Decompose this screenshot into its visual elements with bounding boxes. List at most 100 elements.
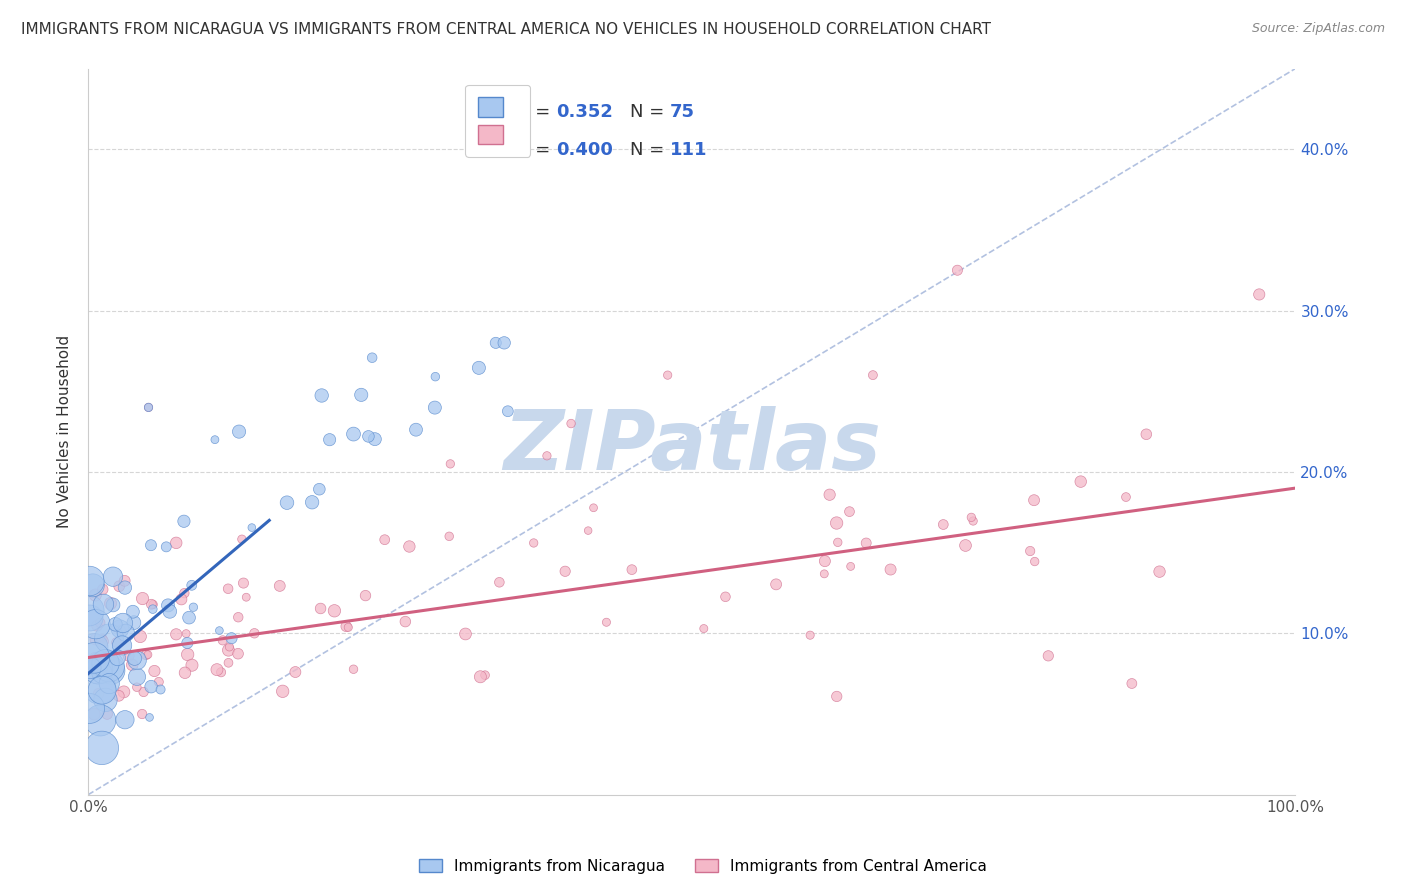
Point (879, 562, 901, 576)
Point (90, 657, 112, 672)
Point (814, 554, 837, 568)
Point (374, 533, 396, 547)
Text: Source: ZipAtlas.com: Source: ZipAtlas.com (1251, 22, 1385, 36)
Point (124, 651, 146, 665)
Point (560, 417, 582, 431)
Point (98, 676, 121, 690)
Point (217, 643, 239, 657)
Point (855, 536, 877, 550)
Point (105, 635, 128, 649)
Point (149, 682, 172, 697)
Point (84, 632, 107, 647)
Point (243, 626, 266, 640)
Point (79, 661, 101, 675)
Point (157, 599, 180, 613)
Point (83, 650, 105, 665)
Point (104, 617, 127, 632)
Point (554, 564, 576, 578)
Point (111, 639, 134, 653)
Point (240, 520, 263, 534)
Point (79, 611, 101, 625)
Point (799, 628, 821, 642)
Point (301, 495, 323, 509)
Point (107, 650, 129, 665)
Point (357, 429, 380, 443)
Point (425, 369, 447, 384)
Point (112, 685, 135, 699)
Text: 75: 75 (671, 103, 695, 121)
Point (129, 630, 152, 644)
Point (218, 640, 240, 654)
Point (174, 626, 197, 640)
Point (765, 577, 787, 591)
Point (125, 653, 148, 667)
Point (87, 687, 110, 701)
Point (87, 662, 110, 676)
Point (862, 368, 884, 383)
Point (122, 615, 145, 630)
Point (405, 423, 427, 437)
Point (394, 615, 416, 629)
Point (955, 539, 977, 553)
Point (94, 657, 117, 671)
Point (311, 388, 333, 402)
Point (1115, 490, 1137, 504)
Point (138, 401, 160, 415)
Point (91, 582, 114, 597)
Point (468, 360, 491, 375)
Point (398, 540, 420, 554)
Point (496, 404, 519, 418)
Point (87, 658, 110, 673)
Point (141, 597, 163, 611)
Text: N =: N = (630, 141, 671, 159)
Point (138, 401, 160, 415)
Point (825, 516, 848, 530)
Text: R =: R = (517, 103, 555, 121)
Point (135, 648, 157, 662)
Point (131, 591, 153, 606)
Point (576, 524, 599, 538)
Point (108, 579, 131, 593)
Point (474, 668, 496, 682)
Point (335, 619, 357, 633)
Point (89, 681, 111, 695)
Point (211, 633, 233, 648)
Point (1249, 287, 1271, 301)
Point (136, 648, 159, 662)
Point (342, 427, 364, 442)
Point (595, 615, 617, 630)
Point (86, 618, 108, 632)
Point (101, 570, 124, 584)
Text: 111: 111 (671, 141, 707, 159)
Point (165, 627, 187, 641)
Point (946, 263, 969, 277)
Point (177, 610, 200, 624)
Point (337, 620, 360, 634)
Point (454, 627, 477, 641)
Point (714, 590, 737, 604)
Point (89, 615, 111, 630)
Point (470, 670, 492, 684)
Point (620, 563, 643, 577)
Point (142, 602, 165, 616)
Point (1135, 427, 1157, 442)
Point (122, 605, 145, 619)
Point (204, 433, 226, 447)
Point (318, 433, 340, 447)
Point (173, 514, 195, 528)
Point (218, 656, 240, 670)
Point (536, 449, 558, 463)
Point (221, 631, 243, 645)
Text: 0.400: 0.400 (557, 141, 613, 159)
Point (176, 636, 198, 650)
Point (235, 591, 257, 605)
Point (582, 500, 605, 515)
Point (155, 540, 177, 554)
Point (361, 351, 384, 365)
Point (82, 578, 104, 592)
Point (962, 514, 984, 528)
Point (276, 496, 298, 510)
Point (111, 615, 134, 630)
Text: R =: R = (517, 141, 555, 159)
Text: ZIPatlas: ZIPatlas (503, 406, 880, 487)
